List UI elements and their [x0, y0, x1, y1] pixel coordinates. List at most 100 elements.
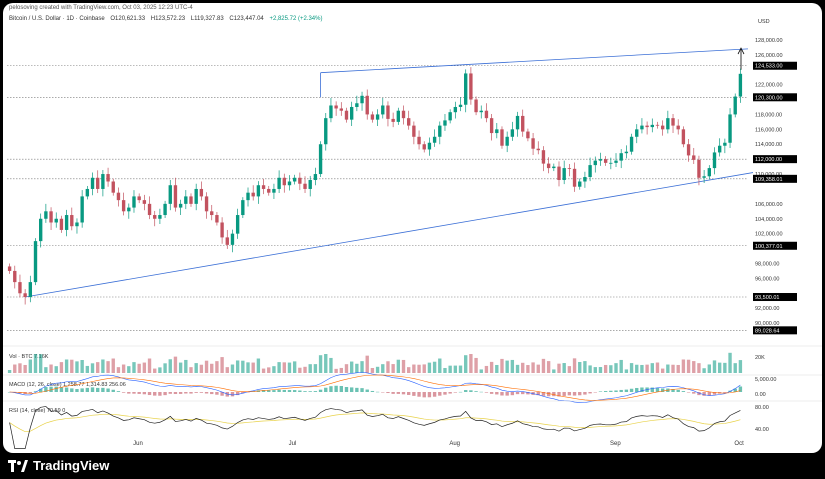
candle-body	[629, 136, 634, 152]
candle-body	[220, 222, 224, 238]
macd-histogram-bar	[578, 392, 582, 396]
price-tick: 126,000.00	[755, 53, 783, 59]
candle-body	[391, 118, 395, 122]
macd-histogram-bar	[629, 388, 634, 392]
candle-body	[417, 136, 421, 145]
volume-bar	[235, 360, 240, 373]
candle-body	[593, 160, 597, 166]
candle-body	[277, 177, 281, 189]
candle-body	[609, 162, 613, 164]
volume-bar	[272, 366, 276, 373]
volume-bar	[396, 359, 401, 373]
macd-histogram-bar	[660, 388, 665, 392]
volume-label: Vol · BTC 7.16K	[9, 354, 49, 360]
price-tag	[753, 326, 797, 335]
candle-body	[505, 136, 509, 146]
volume-bar	[189, 367, 193, 373]
candle-body	[464, 73, 468, 105]
candle-body	[303, 183, 307, 189]
macd-histogram-bar	[443, 392, 447, 395]
candle-body	[583, 177, 587, 182]
volume-bar	[500, 358, 504, 373]
macd-histogram-bar	[153, 392, 157, 396]
volume-bar	[7, 370, 12, 373]
volume-bar	[137, 363, 141, 373]
macd-histogram-bar	[349, 387, 354, 392]
candle-body	[650, 124, 654, 128]
macd-histogram-bar	[116, 391, 121, 392]
volume-bar	[178, 362, 183, 373]
candle-body	[432, 136, 437, 143]
volume-bar	[593, 367, 597, 373]
volume-bar	[552, 369, 556, 373]
volume-bar	[64, 359, 69, 373]
macd-histogram-bar	[39, 388, 43, 392]
candle-body	[484, 110, 489, 119]
macd-histogram-bar	[147, 392, 152, 396]
volume-bar	[90, 363, 95, 373]
volume-bar	[526, 365, 530, 373]
volume-bar	[277, 362, 281, 373]
macd-histogram-bar	[593, 392, 597, 393]
candle-body	[386, 105, 390, 119]
macd-histogram-bar	[422, 392, 426, 398]
candle-body	[292, 177, 297, 182]
price-axis[interactable]: USD 128,000.00 126,000.00 122,000.00 118,000…	[753, 19, 797, 335]
candle-body	[147, 203, 152, 216]
volume-bar	[292, 361, 297, 373]
volume-bar	[381, 364, 385, 373]
macd-histogram-bar	[80, 388, 84, 392]
price-tag-label: 109,358.01	[755, 177, 783, 183]
candle-body	[142, 200, 147, 204]
volume-bar	[329, 357, 333, 373]
candle-body	[588, 165, 592, 178]
candle-body	[557, 166, 561, 181]
macd-histogram-bar	[614, 390, 618, 392]
macd-histogram-bar	[189, 392, 193, 394]
volume-bar	[474, 357, 478, 373]
candle-body	[697, 159, 701, 178]
candle-body	[267, 188, 271, 193]
volume-bar	[536, 364, 540, 373]
volume-bar	[101, 359, 105, 373]
macd-histogram-bar	[90, 387, 95, 392]
macd-histogram-bar	[220, 392, 224, 396]
candle-body	[567, 168, 572, 169]
time-axis[interactable]: Jun Jul Aug Sep Oct	[133, 441, 744, 447]
macd-histogram-bar	[469, 390, 473, 392]
chart-canvas[interactable]: USD 128,000.00 126,000.00 122,000.00 118,000…	[3, 3, 822, 453]
volume-bar	[44, 367, 48, 373]
volume-bar	[282, 362, 286, 373]
volume-bar	[75, 361, 79, 373]
macd-histogram-bar	[111, 389, 115, 392]
volume-bar	[241, 360, 245, 373]
volume-bar	[49, 364, 53, 373]
macd-histogram-bar	[484, 392, 489, 393]
volume-bar	[464, 355, 468, 373]
volume-bar	[287, 362, 292, 373]
candle-body	[427, 142, 432, 150]
candle-body	[453, 106, 458, 113]
macd-histogram-bar	[381, 392, 385, 393]
symbol-legend[interactable]: Bitcoin / U.S. Dollar · 1D · Coinbase O1…	[9, 16, 326, 22]
macd-pane: MACD (12, 26, close) 1,258.77 1,314.83 2…	[3, 371, 822, 403]
volume-bar	[324, 354, 328, 373]
volume-bar	[106, 361, 110, 373]
macd-axis-label: 0.00	[755, 392, 766, 398]
macd-histogram-bar	[686, 392, 691, 393]
volume-bar	[339, 367, 343, 373]
volume-bar	[733, 363, 737, 373]
macd-histogram-bar	[334, 385, 338, 392]
macd-histogram-bar	[59, 387, 64, 392]
candle-body	[635, 129, 639, 137]
candle-body	[671, 118, 675, 126]
price-tick: 118,000.00	[755, 112, 782, 118]
tradingview-logo[interactable]: TradingView	[8, 458, 109, 473]
macd-histogram-bar	[173, 392, 178, 395]
volume-bar	[614, 363, 618, 373]
rsi-axis-label: 80.00	[755, 405, 769, 411]
candle-body	[298, 177, 302, 184]
candle-body	[44, 211, 48, 219]
macd-histogram-bar	[500, 392, 504, 396]
volume-bar	[505, 360, 509, 373]
